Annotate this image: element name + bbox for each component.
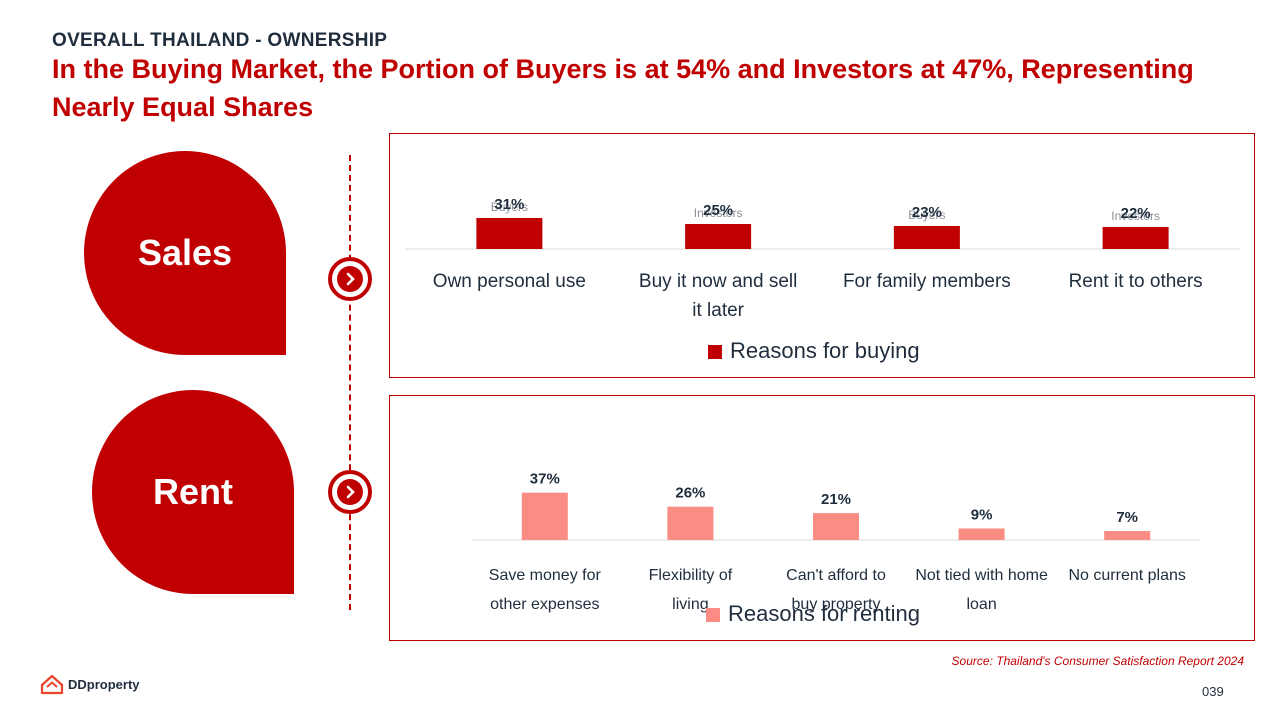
sales-badge: Sales	[84, 151, 286, 355]
legend-label: Reasons for renting	[728, 601, 920, 626]
tick-label: For family members	[843, 271, 1011, 292]
tick-label: Not tied with home	[915, 567, 1048, 584]
tick-label: Save money for	[489, 567, 602, 584]
bar	[685, 224, 752, 249]
tick-label: Flexibility of	[649, 567, 733, 584]
source-note: Source: Thailand's Consumer Satisfaction…	[951, 654, 1244, 668]
ddproperty-logo-icon	[40, 674, 64, 695]
page-title: In the Buying Market, the Portion of Buy…	[52, 54, 1194, 122]
tick-label: buy property	[792, 596, 881, 613]
legend-swatch	[706, 608, 720, 622]
sales-arrow-button[interactable]	[328, 257, 372, 301]
section-label: OVERALL THAILAND - OWNERSHIP	[52, 30, 388, 51]
bar	[521, 492, 568, 540]
brand-logo: DDproperty	[40, 673, 140, 695]
rent-label: Rent	[153, 471, 233, 512]
data-label: 21%	[821, 491, 851, 508]
bar	[1102, 227, 1169, 249]
legend-label: Reasons for buying	[730, 338, 920, 363]
tick-label: Own personal use	[433, 271, 586, 292]
tick-label: loan	[966, 596, 996, 613]
data-label: 26%	[675, 485, 705, 502]
buying-chart-panel: Buyers 31% Own personal use Investors 25% Buy…	[389, 133, 1255, 378]
group-label: Buyers	[491, 200, 528, 214]
data-label: 25%	[703, 202, 733, 219]
bar	[958, 528, 1005, 540]
data-label: 37%	[530, 471, 560, 488]
tick-label: it later	[692, 300, 744, 321]
data-label: 31%	[494, 196, 524, 213]
group-label: Investors	[694, 206, 743, 220]
tick-label: other expenses	[490, 596, 599, 613]
tick-label: Buy it now and sell	[639, 271, 797, 292]
bar	[667, 506, 714, 540]
tick-label: living	[672, 596, 708, 613]
sales-label: Sales	[137, 232, 233, 273]
page-number: 039	[1202, 684, 1224, 699]
renting-chart-panel: 37% Save money for other expenses 26% Flexib…	[389, 395, 1255, 641]
tick-label: No current plans	[1069, 567, 1186, 584]
bar	[1104, 531, 1151, 540]
bar	[893, 226, 960, 249]
brand-name: DDproperty	[68, 676, 140, 692]
dashed-divider	[349, 155, 351, 610]
tick-label: Rent it to others	[1069, 271, 1203, 292]
data-label: 22%	[1121, 205, 1151, 222]
chevron-right-icon	[337, 266, 363, 292]
rent-badge: Rent	[92, 390, 294, 594]
bar	[813, 513, 859, 540]
data-label: 23%	[912, 204, 942, 221]
tick-label: Can't afford to	[786, 567, 886, 584]
rent-arrow-button[interactable]	[328, 470, 372, 514]
bar	[476, 218, 543, 249]
data-label: 9%	[971, 506, 993, 523]
group-label: Buyers	[908, 208, 945, 222]
group-label: Investors	[1111, 209, 1160, 223]
renting-chart: 37% Save money for other expenses 26% Flexib…	[472, 471, 1200, 626]
legend-swatch	[708, 345, 722, 359]
chevron-right-icon	[337, 479, 363, 505]
data-label: 7%	[1116, 509, 1138, 526]
